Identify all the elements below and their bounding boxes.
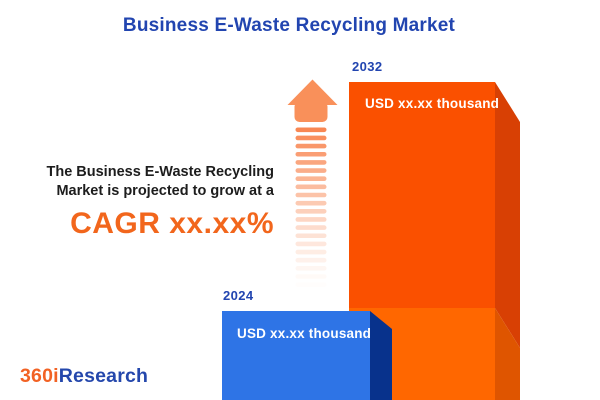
arrow-stripe xyxy=(295,274,327,279)
arrow-stripe xyxy=(295,151,327,157)
projection-line-2: Market is projected to grow at a xyxy=(56,183,274,199)
arrow-stripe xyxy=(295,249,327,255)
arrow-stripes xyxy=(295,127,327,287)
growth-arrow-icon xyxy=(287,79,338,287)
projection-line-1: The Business E-Waste Recycling xyxy=(46,164,274,180)
logo-research: Research xyxy=(58,365,149,387)
arrow-stripe xyxy=(295,127,327,133)
arrow-stripe xyxy=(295,200,327,206)
logo-360i: 360i xyxy=(20,365,59,387)
arrow-stripe xyxy=(295,143,327,149)
arrow-stripe xyxy=(296,282,327,287)
bar-2032-side-upper xyxy=(495,82,520,348)
brand-logo: 360iResearch xyxy=(20,365,148,388)
bar-2024-side xyxy=(370,311,392,400)
bar-label-2032: 2032 xyxy=(352,59,383,74)
bar-value-2024: USD xx.xx thousand xyxy=(237,326,372,341)
bar-value-2032: USD xx.xx thousand xyxy=(365,96,500,111)
page-title: Business E-Waste Recycling Market xyxy=(122,15,456,36)
arrow-stripe xyxy=(295,225,327,230)
arrow-stripe xyxy=(295,184,327,190)
arrow-stripe xyxy=(295,257,327,263)
arrow-stripe xyxy=(295,209,327,214)
bar-2024-front xyxy=(222,311,370,400)
arrow-stripe xyxy=(295,176,327,181)
bar-2024 xyxy=(222,311,392,400)
arrow-stripe xyxy=(295,266,327,271)
cagr-value: CAGR xx.xx% xyxy=(70,207,274,240)
bar-label-2024: 2024 xyxy=(223,288,254,303)
bar-2032 xyxy=(349,82,520,400)
arrow-neck xyxy=(294,101,328,122)
arrow-stripe xyxy=(295,135,327,141)
arrow-stripe xyxy=(295,241,327,247)
arrow-stripe xyxy=(295,233,327,239)
arrow-stripe xyxy=(295,160,327,165)
arrow-head xyxy=(287,79,338,105)
bar-2032-side-lower xyxy=(495,308,520,400)
arrow-stripe xyxy=(295,192,327,198)
arrow-stripe xyxy=(295,217,327,222)
arrow-stripe xyxy=(295,168,327,173)
bar-2032-front-upper xyxy=(349,82,495,308)
projection-text: The Business E-Waste Recycling Market is… xyxy=(26,163,274,241)
